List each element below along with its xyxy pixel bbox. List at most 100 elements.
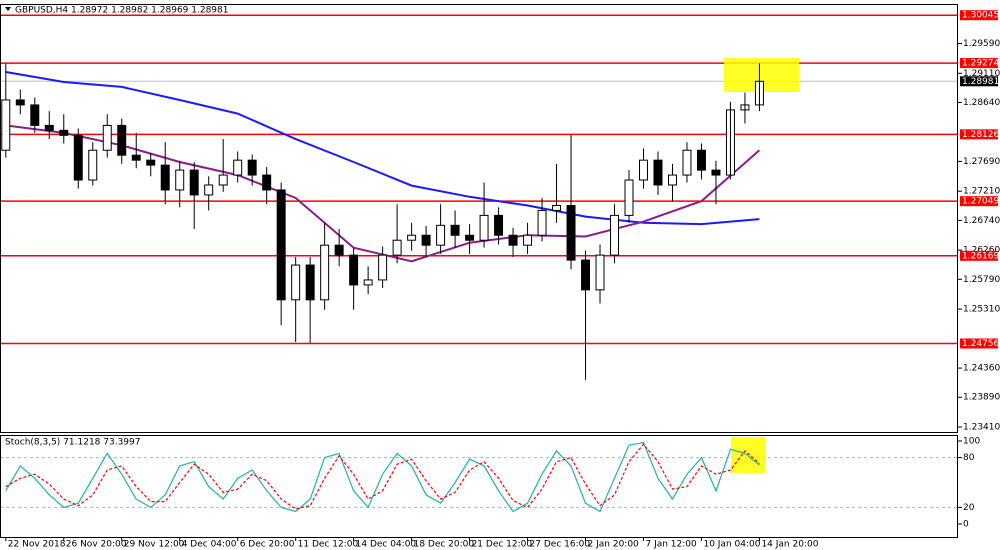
x-tick-label: 18 Dec 20:00 (414, 540, 475, 550)
x-tick-label: 21 Dec 12:00 (472, 540, 533, 550)
stoch-main (5, 441, 760, 513)
candle-body (1, 99, 11, 151)
x-tick-label: 6 Dec 20:00 (240, 540, 295, 550)
candle-body (566, 204, 576, 261)
stoch-y-tick-label: 100 (963, 436, 980, 446)
candle-body (175, 169, 185, 191)
candle-body (392, 239, 402, 256)
x-tick-label: 26 Nov 20:00 (66, 540, 127, 550)
candle-body (218, 174, 228, 186)
y-tick-label: 1.27210 (963, 187, 1000, 197)
stoch-title: Stoch(8,3,5) 71.1218 73.3997 (5, 438, 140, 448)
candle-body (407, 234, 417, 241)
candle-body (102, 124, 112, 151)
menu-arrow[interactable] (5, 7, 11, 11)
level-label: 1.26169 (962, 251, 999, 261)
y-tick-label: 1.24360 (963, 364, 1000, 374)
candle-body (189, 169, 199, 196)
x-tick-label: 10 Jan 04:00 (703, 540, 760, 550)
level-label-box (960, 338, 998, 349)
x-tick-label: 27 Dec 16:00 (530, 540, 591, 550)
candle-body (537, 209, 547, 236)
candle-body (450, 224, 460, 236)
candle-body (131, 154, 141, 161)
chart-title: GBPUSD,H4 1.28972 1.28982 1.28969 1.2898… (15, 6, 228, 16)
candle-body (639, 159, 648, 181)
level-label-box (960, 10, 998, 21)
candle-body (233, 159, 243, 176)
y-tick-label: 1.25790 (963, 275, 1000, 285)
stoch-signal (5, 443, 760, 510)
candle-body (320, 244, 330, 301)
candle-body (30, 104, 40, 126)
candle-body (349, 254, 359, 286)
candle-body (479, 214, 489, 241)
x-tick-label: 2 Jan 20:00 (588, 540, 640, 550)
x-tick-label: 22 Nov 2018 (8, 540, 66, 550)
x-tick-label: 14 Dec 04:00 (356, 540, 417, 550)
level-label: 1.29274 (962, 59, 999, 69)
candle-body (523, 234, 533, 246)
candle-body (291, 264, 301, 301)
stoch-y-tick-label: 0 (963, 519, 969, 529)
y-tick-label: 1.25310 (963, 305, 1000, 315)
x-tick-label: 14 Jan 20:00 (761, 540, 818, 550)
level-label: 1.28126 (962, 130, 999, 140)
chart-layer: 1.29590 1.29110 1.28640 1.27690 1.27210 1.267… (0, 14, 1000, 550)
y-tick-label: 1.28640 (963, 98, 1000, 108)
candle-body (494, 214, 504, 236)
x-tick-label: 7 Jan 12:00 (645, 540, 697, 550)
y-tick-label: 1.29110 (963, 69, 1000, 79)
x-tick-label: 11 Dec 12:00 (298, 540, 359, 550)
y-tick-label: 1.23890 (963, 393, 1000, 403)
stoch-y-tick-label: 80 (963, 453, 975, 463)
candle-body (276, 189, 286, 301)
level-label-box (960, 250, 998, 261)
candle-body (421, 234, 431, 246)
candle-body (581, 259, 591, 291)
candle-body (465, 234, 475, 241)
current-price-label: 1.28981 (962, 77, 999, 87)
candle-body (696, 149, 706, 171)
candle-body (595, 254, 605, 291)
candle-body (73, 134, 83, 181)
candle-body (88, 149, 98, 181)
y-tick-label: 1.27690 (963, 157, 1000, 167)
y-tick-label: 1.29590 (963, 39, 1000, 49)
moving-average (5, 71, 760, 226)
candle-body (247, 159, 257, 176)
candle-body (59, 129, 69, 136)
highlight-stoch (731, 437, 765, 473)
candle-body (667, 174, 677, 186)
candle-body (334, 244, 344, 256)
x-tick-label: 29 Nov 12:00 (124, 540, 185, 550)
candle-body (653, 159, 663, 186)
candle-body (436, 224, 446, 246)
x-tick-label: 4 Dec 04:00 (182, 540, 237, 550)
y-tick-label: 1.26260 (963, 246, 1000, 256)
candle-body (305, 264, 315, 301)
level-label-box (960, 196, 998, 207)
level-label-box (960, 129, 998, 140)
stoch-y-tick-label: 20 (963, 503, 975, 513)
candle-body (15, 99, 25, 106)
candle-body (552, 204, 562, 211)
y-tick-label: 1.23410 (963, 423, 1000, 433)
candle-body (508, 234, 518, 246)
candle-body (378, 254, 388, 281)
candle-body (363, 279, 373, 286)
candle-body (204, 184, 214, 196)
level-label: 1.24756 (962, 339, 999, 349)
candle-body (262, 174, 272, 191)
level-label-box (960, 58, 998, 69)
stoch-panel-frame (0, 435, 958, 538)
level-label: 1.30045 (962, 11, 999, 21)
level-label: 1.27049 (962, 197, 999, 207)
candle-body (117, 124, 127, 156)
candle-body (624, 179, 634, 216)
candle-body (610, 214, 619, 256)
candle-body (44, 124, 54, 131)
main-panel-frame (0, 4, 958, 433)
